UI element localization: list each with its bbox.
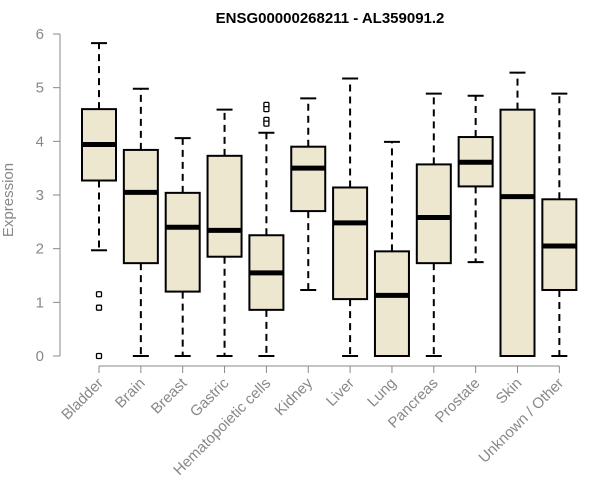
iqr-box — [122, 148, 159, 265]
x-tick-label: Kidney — [272, 374, 317, 419]
y-tick-label: 5 — [36, 80, 44, 97]
y-tick-label: 2 — [36, 241, 44, 258]
outlier-point — [95, 352, 103, 360]
chart-title: ENSG00000268211 - AL359091.2 — [216, 10, 445, 27]
outlier-point — [263, 105, 270, 113]
x-tick-label: Breast — [148, 374, 191, 417]
y-axis: 0 1 2 3 4 5 6 — [36, 26, 61, 365]
x-tick-label: Lung — [364, 375, 400, 411]
box-pancreas — [415, 92, 452, 357]
box-hematopoietic-cells — [248, 101, 285, 357]
x-tick-label: Bladder — [58, 375, 107, 424]
box-breast — [164, 137, 201, 357]
boxes-group — [81, 42, 578, 360]
box-prostate — [457, 94, 494, 264]
box-kidney — [290, 97, 327, 291]
box-gastric — [206, 108, 243, 357]
y-tick-label: 3 — [36, 187, 44, 204]
iqr-box — [415, 163, 452, 265]
iqr-box — [332, 186, 369, 301]
box-unknown-other — [541, 92, 578, 357]
iqr-box — [499, 108, 536, 357]
iqr-box — [164, 191, 201, 293]
y-tick-label: 6 — [36, 26, 44, 43]
y-tick-label: 0 — [36, 348, 44, 365]
box-skin — [499, 71, 536, 357]
x-tick-label: Liver — [323, 375, 358, 410]
iqr-box — [206, 154, 243, 258]
box-lung — [373, 140, 410, 358]
y-axis-label: Expression — [0, 163, 17, 237]
box-brain — [122, 87, 159, 357]
iqr-box — [290, 145, 327, 213]
iqr-box — [373, 250, 410, 358]
x-tick-label: Skin — [493, 375, 526, 408]
x-tick-label: Brain — [112, 375, 149, 412]
outlier-point — [95, 291, 103, 298]
box-liver — [332, 77, 369, 357]
y-tick-label: 1 — [36, 294, 44, 311]
box-bladder — [81, 42, 117, 360]
outlier-point — [95, 304, 103, 311]
y-tick-label: 4 — [36, 133, 44, 150]
outlier-point — [263, 120, 270, 127]
x-tick-label: Prostate — [432, 375, 484, 427]
